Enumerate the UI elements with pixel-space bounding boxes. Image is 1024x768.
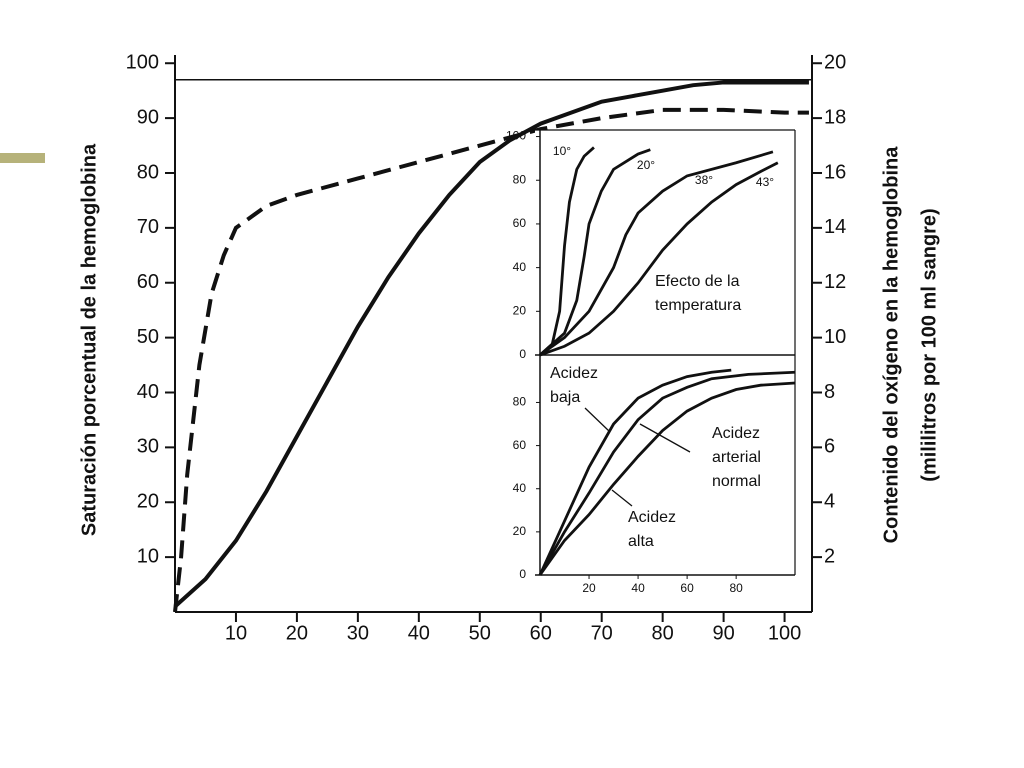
inset-y-tick-label: 80: [513, 395, 527, 409]
y-tick-label: 80: [137, 161, 159, 183]
x-tick-label: 50: [469, 622, 491, 644]
curve-label: 10°: [553, 144, 571, 158]
x-tick-label: 30: [347, 622, 369, 644]
curve-label: 43°: [756, 175, 774, 189]
y2-tick-label: 2: [824, 545, 835, 567]
annotation: normal: [712, 473, 761, 490]
inset-y-tick-label: 80: [513, 172, 527, 186]
inset-y-tick-label: 20: [513, 303, 527, 317]
curve-label: 20°: [637, 158, 655, 172]
y-tick-label: 10: [137, 545, 159, 567]
y2-tick-label: 4: [824, 491, 835, 513]
annotation: alta: [628, 533, 654, 550]
y-axis-label: Saturación porcentual de la hemoglobina: [78, 143, 100, 536]
inset-y-tick-label: 60: [513, 216, 527, 230]
inset-y-tick-label: 60: [513, 438, 527, 452]
y-tick-label: 70: [137, 216, 159, 238]
annotation-pointer: [611, 489, 633, 507]
y2-tick-label: 14: [824, 216, 846, 238]
y-tick-label: 90: [137, 106, 159, 128]
annotation: arterial: [712, 449, 761, 466]
x-tick-label: 40: [408, 622, 430, 644]
annotation-pointer: [584, 407, 611, 433]
y-tick-label: 60: [137, 271, 159, 293]
inset-x-tick-label: 20: [582, 581, 596, 595]
y2-tick-label: 16: [824, 161, 846, 183]
y2-axis-label: Contenido del oxígeno en la hemoglobina: [880, 146, 902, 544]
annotation: Acidez: [628, 509, 676, 526]
x-tick-label: 70: [591, 622, 613, 644]
annotation: Acidez: [550, 365, 598, 382]
y-tick-label: 100: [126, 52, 159, 74]
y-tick-label: 50: [137, 326, 159, 348]
inset-y-tick-label: 40: [513, 481, 527, 495]
x-tick-label: 60: [530, 622, 552, 644]
annotation-pointer: [639, 423, 691, 453]
inset-y-tick-label: 40: [513, 260, 527, 274]
inset-y-tick-label: 0: [519, 347, 526, 361]
y2-axis-label: (mililitros por 100 ml sangre): [918, 208, 940, 481]
annotation: Acidez: [712, 425, 760, 442]
inset-background: [535, 130, 797, 578]
curve: [539, 150, 774, 357]
inset-y-tick-label: 20: [513, 524, 527, 538]
x-tick-label: 10: [225, 622, 247, 644]
y-tick-label: 30: [137, 436, 159, 458]
curve: [538, 370, 796, 576]
x-tick-label: 20: [286, 622, 308, 644]
curve: [173, 80, 809, 608]
inset-x-tick-label: 40: [631, 581, 645, 595]
y2-tick-label: 6: [824, 436, 835, 458]
curve-label: 38°: [695, 173, 713, 187]
curve: [539, 148, 651, 357]
y2-tick-label: 8: [824, 381, 835, 403]
curve: [539, 161, 779, 357]
slide-accent-bar: [0, 153, 45, 163]
y2-tick-label: 12: [824, 271, 846, 293]
annotation: baja: [550, 389, 580, 406]
x-tick-label: 90: [712, 622, 734, 644]
x-tick-label: 100: [768, 622, 801, 644]
inset-x-tick-label: 60: [680, 581, 694, 595]
curve: [538, 381, 796, 576]
y2-tick-label: 10: [824, 326, 846, 348]
dashed-curve: [173, 107, 809, 613]
annotation: temperatura: [655, 297, 741, 314]
y2-tick-label: 20: [824, 52, 846, 74]
x-tick-label: 80: [652, 622, 674, 644]
inset-y-tick-label: 100: [506, 129, 526, 143]
y-tick-label: 40: [137, 381, 159, 403]
inset-y-tick-label: 0: [519, 567, 526, 581]
y2-tick-label: 18: [824, 106, 846, 128]
curve: [539, 146, 595, 357]
curve: [538, 368, 732, 576]
annotation: Efecto de la: [655, 273, 740, 290]
y-tick-label: 20: [137, 491, 159, 513]
inset-x-tick-label: 80: [729, 581, 743, 595]
